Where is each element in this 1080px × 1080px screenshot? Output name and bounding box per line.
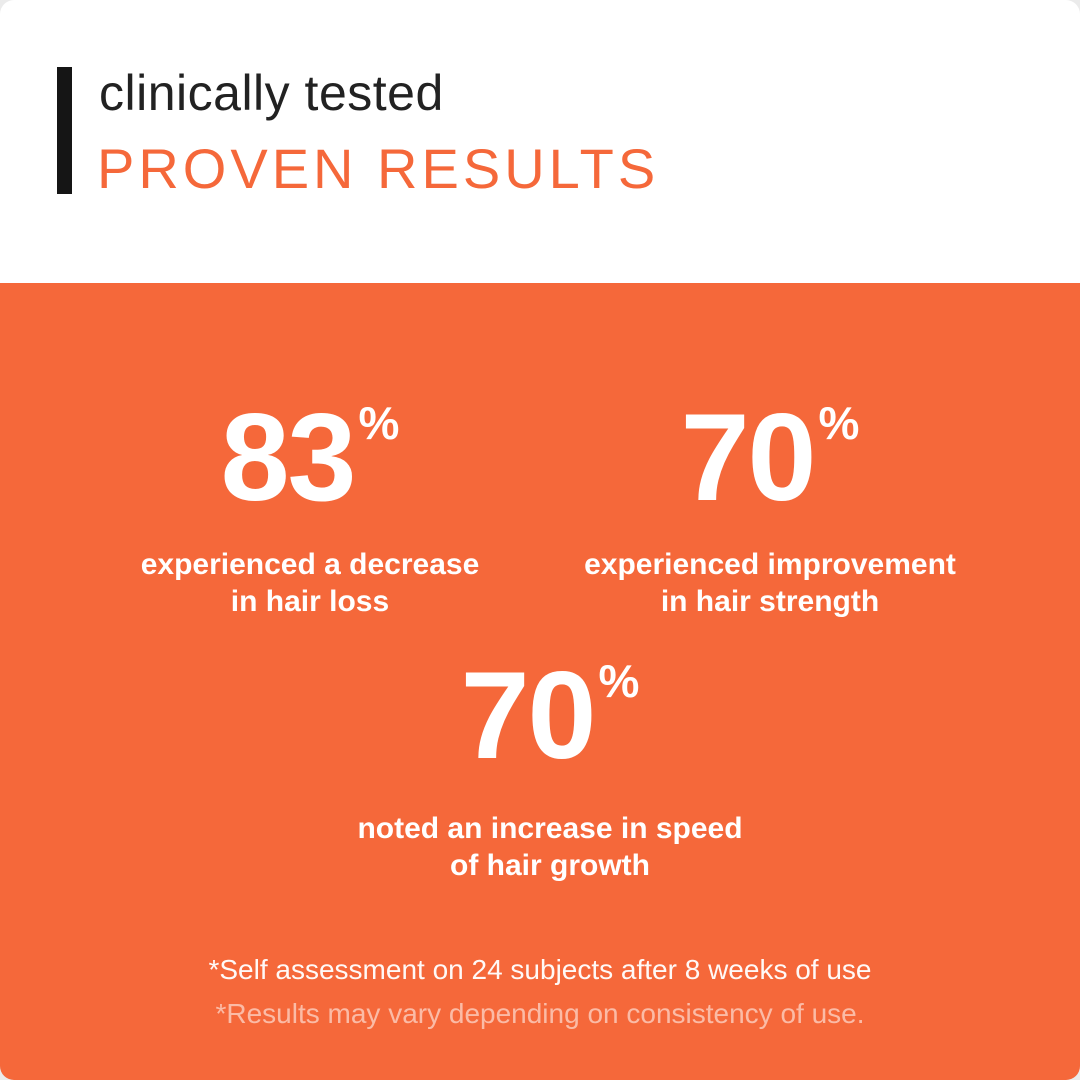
stat-number: 83 [220, 389, 357, 527]
stat-label: experienced a decrease in hair loss [60, 546, 560, 620]
percent-sign: % [818, 397, 860, 449]
stat-label-line1: experienced a decrease [140, 548, 480, 581]
accent-bar [57, 67, 72, 194]
stat-hair-strength: 70% experienced improvement in hair stre… [520, 396, 1020, 620]
stat-value: 70% [520, 396, 1020, 520]
footnote-results-disclaimer: *Results may vary depending on consisten… [215, 998, 865, 1029]
stat-label-line1: noted an increase in speed [357, 812, 743, 845]
stat-hair-growth-speed: 70% noted an increase in speed of hair g… [290, 654, 810, 884]
stat-number: 70 [460, 647, 597, 785]
footnote-self-assessment: *Self assessment on 24 subjects after 8 … [208, 954, 872, 985]
stat-value: 70% [290, 654, 810, 778]
header-section: clinically tested PROVEN RESULTS [0, 0, 1080, 283]
stat-label: experienced improvement in hair strength [520, 546, 1020, 620]
stat-label: noted an increase in speed of hair growt… [290, 810, 810, 884]
stat-label-line2: of hair growth [450, 849, 650, 882]
stat-value: 83% [60, 396, 560, 520]
results-section [0, 283, 1080, 1080]
stat-decrease-hair-loss: 83% experienced a decrease in hair loss [60, 396, 560, 620]
stat-label-line1: experienced improvement [584, 548, 956, 581]
percent-sign: % [598, 655, 640, 707]
percent-sign: % [358, 397, 400, 449]
stat-number: 70 [680, 389, 817, 527]
stat-label-line2: in hair loss [230, 585, 390, 618]
header-eyebrow: clinically tested [99, 65, 444, 121]
page-title: PROVEN RESULTS [97, 137, 660, 200]
stat-label-line2: in hair strength [660, 585, 880, 618]
